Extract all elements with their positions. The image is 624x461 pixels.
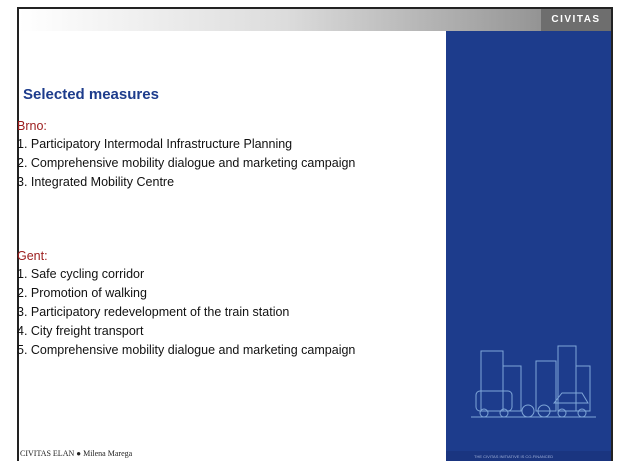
section-heading: Brno: [17,119,417,133]
section: Brno: 1. Participatory Intermodal Infrast… [17,119,417,194]
page: CIVITAS THE CIVITAS INITIATIVE IS CO-FIN… [0,0,624,461]
slide-title: Selected measures [23,86,159,103]
eu-strip: THE CIVITAS INITIATIVE IS CO-FINANCED [446,451,613,461]
section: Gent: 1. Safe cycling corridor 2. Promotio… [17,249,417,362]
logo: CIVITAS [541,9,611,31]
footer: CIVITAS ELAN ● Milena Marega [20,449,132,458]
list-item: 1. Safe cycling corridor [17,267,365,282]
list-item: 2. Promotion of walking [17,286,365,301]
list-item: 2. Comprehensive mobility dialogue and m… [17,156,365,171]
side-panel [446,31,613,451]
slide: CIVITAS THE CIVITAS INITIATIVE IS CO-FIN… [17,7,613,461]
list-item: 1. Participatory Intermodal Infrastructu… [17,137,365,152]
top-bar [19,9,611,31]
list-item: 3. Integrated Mobility Centre [17,175,365,190]
list-item: 5. Comprehensive mobility dialogue and m… [17,343,365,358]
list-item: 3. Participatory redevelopment of the tr… [17,305,365,320]
city-illustration [446,31,613,451]
list-item: 4. City freight transport [17,324,365,339]
section-heading: Gent: [17,249,417,263]
eu-text: THE CIVITAS INITIATIVE IS CO-FINANCED [474,454,553,459]
